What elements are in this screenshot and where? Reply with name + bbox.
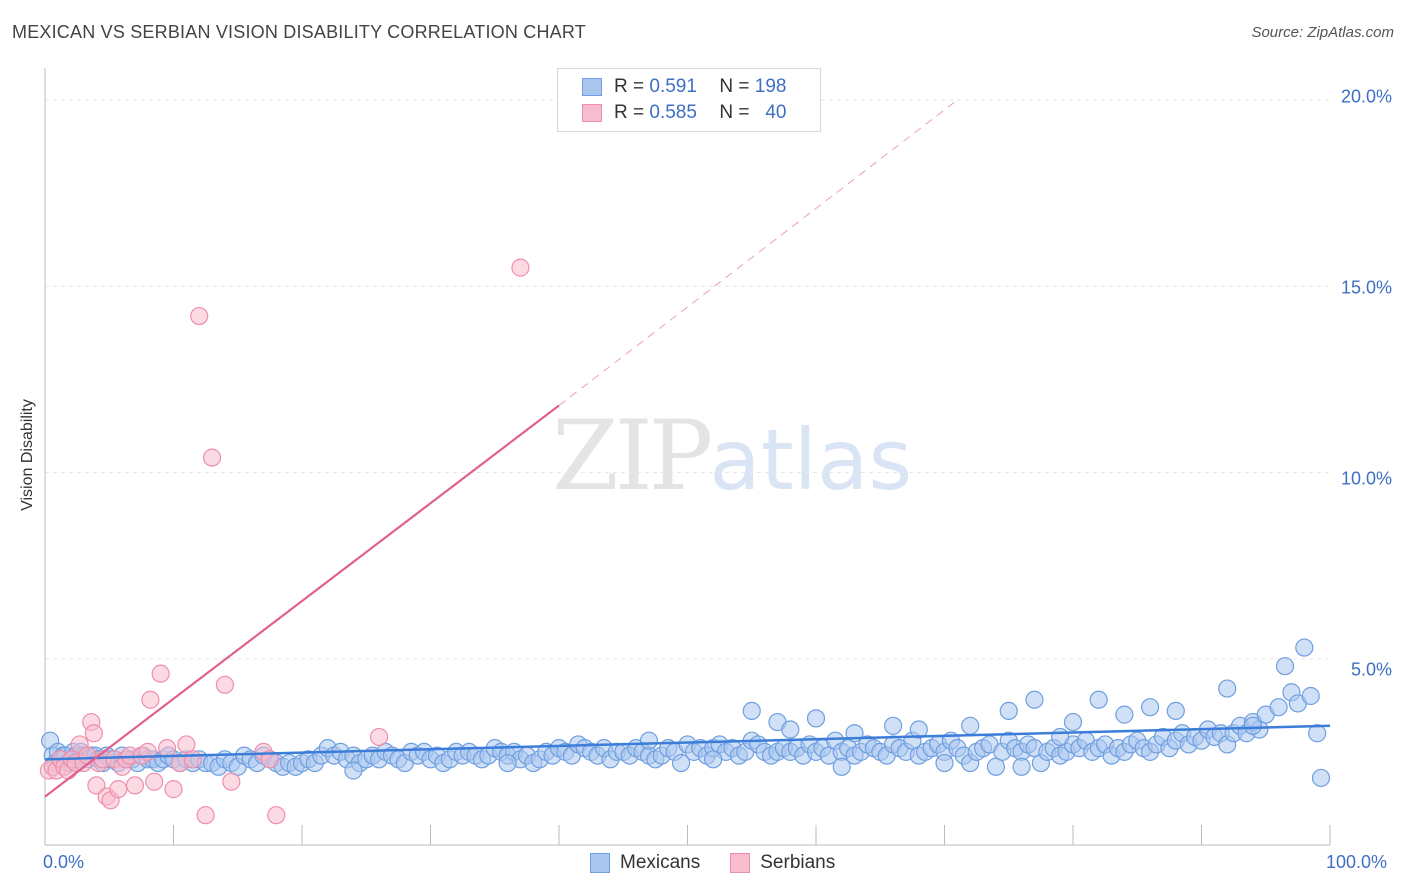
legend-n-value: 40	[765, 102, 787, 123]
mexicans-point	[832, 757, 851, 776]
mexicans-point	[781, 720, 800, 739]
serbians-point	[183, 750, 202, 769]
mexicans-point	[1025, 690, 1044, 709]
legend-r-value: 0.591	[649, 76, 697, 97]
serbians-trend-extension	[558, 99, 958, 406]
legend-swatch-blue	[582, 78, 602, 96]
legend-r-value: 0.585	[649, 102, 697, 123]
watermark-atlas: atlas	[709, 411, 913, 509]
serbians-point	[87, 776, 106, 795]
y-axis-label: Vision Disability	[19, 399, 36, 511]
serbians-point	[215, 675, 234, 694]
serbians-point	[370, 727, 389, 747]
source-credit: Source: ZipAtlas.com	[1251, 24, 1394, 41]
y-tick-label: 15.0%	[1340, 277, 1392, 298]
mexicans-point	[909, 720, 928, 739]
mexicans-point	[498, 753, 517, 773]
serbians-point	[511, 258, 530, 277]
mexicans-point	[1051, 727, 1070, 747]
legend-row-serbians: R = 0.585 N = 40	[582, 101, 786, 125]
serbians-point	[260, 750, 279, 769]
mexicans-point	[883, 716, 903, 735]
mexicans-point	[1243, 716, 1263, 735]
serbians-point	[141, 690, 160, 709]
legend: R = 0.591 N = 198 R = 0.585 N = 40	[557, 68, 821, 132]
mexicans-point	[639, 731, 659, 750]
mexicans-point	[1295, 638, 1314, 657]
bottom-legend: Mexicans Serbians	[590, 852, 865, 874]
mexicans-trend-line	[44, 724, 1331, 761]
x-tick-label: 100.0%	[1326, 852, 1388, 872]
bottom-legend-mexicans: Mexicans	[590, 852, 700, 874]
mexicans-point	[1308, 724, 1327, 743]
bottom-legend-label: Mexicans	[620, 852, 701, 873]
mexicans-point	[806, 709, 826, 728]
mexicans-point	[1301, 686, 1320, 706]
legend-swatch-pink	[582, 104, 602, 122]
y-tick-label: 20.0%	[1340, 86, 1392, 107]
serbians-point	[109, 780, 128, 799]
mexicans-point	[704, 750, 723, 769]
mexicans-point	[742, 701, 761, 721]
serbians-point	[125, 776, 145, 795]
serbians-point	[145, 772, 164, 791]
mexicans-point	[935, 753, 954, 773]
watermark-zip: ZIP	[552, 400, 713, 512]
bottom-legend-swatch-pink	[730, 853, 751, 873]
serbians-point	[84, 724, 103, 743]
serbians-point	[164, 780, 183, 799]
mexicans-point	[1115, 705, 1134, 724]
chart-title: MEXICAN VS SERBIAN VISION DISABILITY COR…	[12, 22, 586, 42]
mexicans-point	[1140, 698, 1160, 717]
bottom-legend-label: Serbians	[760, 852, 836, 873]
serbians-point	[222, 772, 241, 791]
serbians-point	[190, 306, 209, 326]
legend-n-value: 198	[754, 76, 787, 97]
serbians-point	[196, 806, 215, 825]
serbians-point	[267, 806, 286, 825]
serbians-point	[157, 739, 177, 758]
mexicans-point	[1012, 757, 1031, 776]
x-tick-label: 0.0%	[43, 852, 85, 872]
bottom-legend-swatch-blue	[590, 853, 610, 873]
mexicans-point	[1166, 701, 1185, 721]
legend-r-label: R =	[614, 76, 645, 97]
mexicans-point	[1089, 690, 1108, 709]
mexicans-point	[1063, 712, 1083, 732]
serbians-point	[151, 664, 170, 683]
legend-n-label: N =	[719, 76, 750, 97]
mexicans-point	[1269, 698, 1288, 717]
mexicans-point	[1275, 657, 1295, 676]
legend-r-label: R =	[614, 102, 645, 123]
mexicans-point	[671, 753, 691, 773]
mexicans-point	[961, 716, 980, 735]
mexicans-point	[344, 761, 363, 780]
serbians-point	[202, 448, 222, 467]
serbians-trend-line	[44, 404, 560, 798]
legend-n-label: N =	[719, 102, 750, 123]
legend-row-mexicans: R = 0.591 N = 198	[582, 75, 786, 99]
mexicans-point	[1311, 768, 1331, 788]
mexicans-point	[1218, 679, 1237, 698]
watermark: ZIPatlas	[552, 400, 912, 512]
y-tick-label: 5.0%	[1350, 659, 1392, 680]
mexicans-point	[999, 701, 1018, 721]
y-tick-label: 10.0%	[1340, 468, 1392, 489]
bottom-legend-serbians: Serbians	[730, 852, 835, 874]
